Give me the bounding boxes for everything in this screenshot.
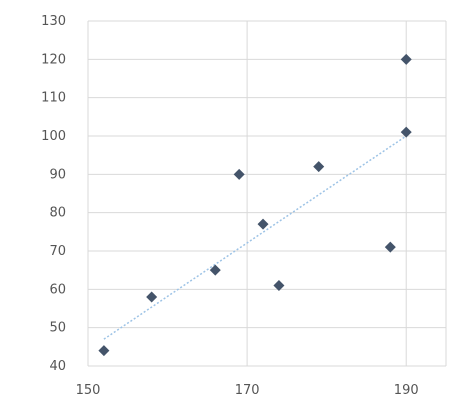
data-point xyxy=(313,161,325,173)
y-tick-label: 60 xyxy=(49,282,66,297)
data-points xyxy=(98,53,412,357)
x-tick-label: 190 xyxy=(394,383,419,398)
y-tick-label: 90 xyxy=(49,167,66,182)
x-axis-ticks: 150 170 190 xyxy=(76,383,419,398)
data-point xyxy=(257,218,269,230)
y-tick-label: 80 xyxy=(49,206,66,221)
y-tick-label: 110 xyxy=(41,91,66,106)
data-point xyxy=(146,291,158,303)
data-point xyxy=(209,264,221,276)
y-tick-label: 130 xyxy=(41,14,66,29)
y-tick-label: 100 xyxy=(41,129,66,144)
y-tick-label: 50 xyxy=(49,321,66,336)
y-tick-label: 70 xyxy=(49,244,66,259)
data-point xyxy=(233,168,245,180)
data-point xyxy=(384,241,396,253)
linear-trendline xyxy=(103,135,407,340)
y-axis-ticks: 40 50 60 70 80 90 100 110 120 130 xyxy=(41,14,66,374)
data-point xyxy=(273,280,285,291)
x-tick-label: 150 xyxy=(76,383,101,398)
data-point xyxy=(400,126,412,138)
x-tick-label: 170 xyxy=(235,383,260,398)
y-tick-label: 40 xyxy=(49,359,66,374)
y-tick-label: 120 xyxy=(41,52,66,67)
trendline-group xyxy=(103,135,407,340)
data-point xyxy=(98,345,110,357)
grid xyxy=(87,20,447,367)
data-point xyxy=(400,53,412,65)
